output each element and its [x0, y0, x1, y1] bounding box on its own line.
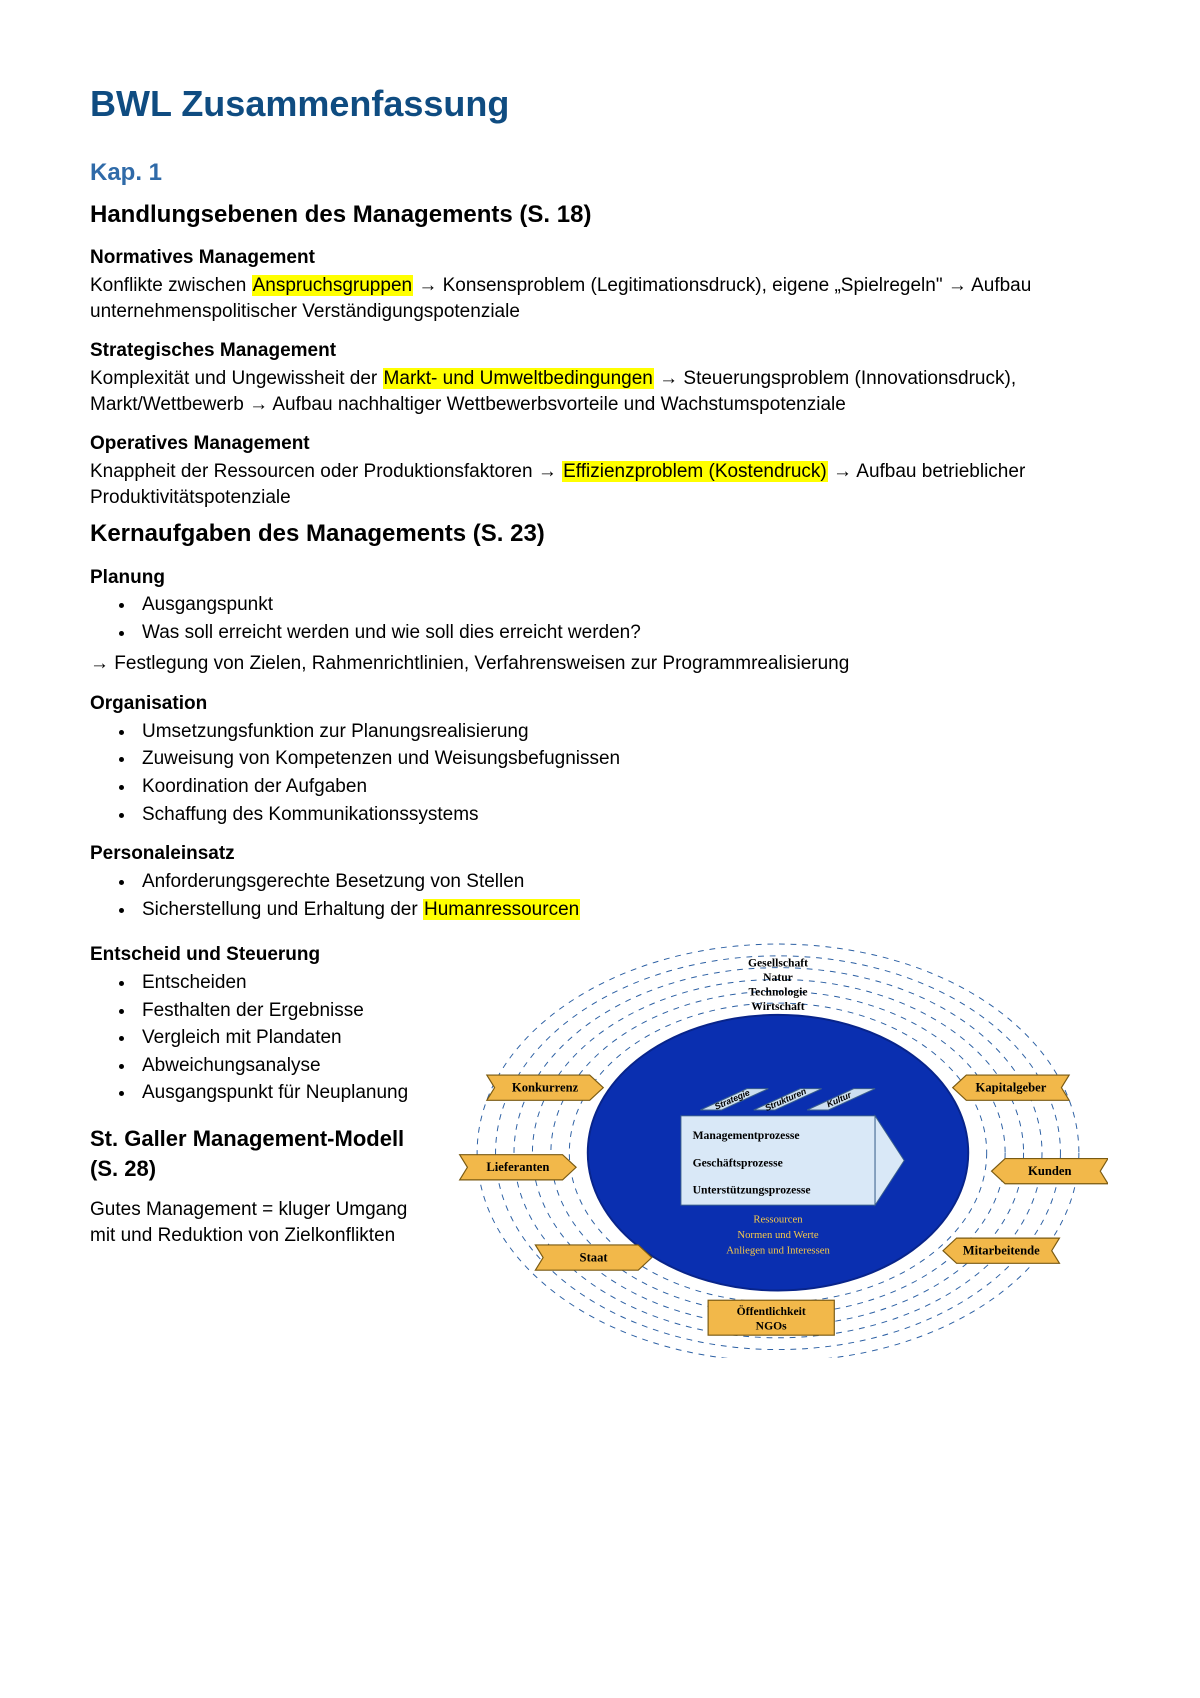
sub-organisation: Organisation — [90, 691, 1110, 717]
list-item: Abweichungsanalyse — [136, 1053, 430, 1079]
svg-text:Ressourcen: Ressourcen — [753, 1214, 803, 1226]
svg-text:Mitarbeitende: Mitarbeitende — [963, 1244, 1040, 1258]
section-kernaufgaben: Kernaufgaben des Managements (S. 23) — [90, 518, 1110, 550]
svg-text:Wirtschaft: Wirtschaft — [751, 1000, 805, 1013]
para-st-galler: Gutes Management = kluger Umgang mit und… — [90, 1197, 430, 1248]
text: Knappheit der Ressourcen oder Produktion… — [90, 461, 562, 482]
svg-text:Geschäftsprozesse: Geschäftsprozesse — [693, 1157, 783, 1170]
text: Komplexität und Ungewissheit der — [90, 368, 383, 389]
list-item: Ausgangspunkt für Neuplanung — [136, 1080, 430, 1106]
list-item: Sicherstellung und Erhaltung der Humanre… — [136, 897, 1110, 923]
section-st-galler: St. Galler Management-Modell (S. 28) — [90, 1124, 430, 1183]
text: Sicherstellung und Erhaltung der — [142, 899, 423, 920]
svg-text:Kunden: Kunden — [1028, 1164, 1071, 1178]
svg-text:Öffentlichkeit: Öffentlichkeit — [737, 1303, 806, 1318]
text: Konflikte zwischen — [90, 275, 252, 296]
list-planung: Ausgangspunkt Was soll erreicht werden u… — [90, 592, 1110, 645]
list-item: Was soll erreicht werden und wie soll di… — [136, 620, 1110, 646]
svg-text:Gesellschaft: Gesellschaft — [748, 957, 808, 970]
list-item: Zuweisung von Kompetenzen und Weisungsbe… — [136, 746, 1110, 772]
sub-entscheid: Entscheid und Steuerung — [90, 942, 430, 968]
svg-text:Unterstützungsprozesse: Unterstützungsprozesse — [693, 1184, 811, 1197]
doc-title: BWL Zusammenfassung — [90, 80, 1110, 129]
svg-text:Technologie: Technologie — [749, 986, 808, 999]
highlight-anspruchsgruppen: Anspruchsgruppen — [252, 275, 414, 296]
highlight-markt-umwelt: Markt- und Umweltbedingungen — [383, 368, 654, 389]
svg-text:Anliegen und Interessen: Anliegen und Interessen — [726, 1245, 830, 1257]
sub-normatives: Normatives Management — [90, 245, 1110, 271]
list-item: Schaffung des Kommunikationssystems — [136, 802, 1110, 828]
st-galler-diagram: GesellschaftNatur TechnologieWirtschaft St… — [448, 928, 1108, 1358]
para-normatives: Konflikte zwischen Anspruchsgruppen → Ko… — [90, 273, 1110, 324]
para-planung-after: → Festlegung von Zielen, Rahmenrichtlini… — [90, 651, 1110, 677]
svg-text:Konkurrenz: Konkurrenz — [512, 1081, 579, 1095]
svg-text:NGOs: NGOs — [756, 1320, 787, 1333]
list-item: Entscheiden — [136, 970, 430, 996]
list-item: Koordination der Aufgaben — [136, 774, 1110, 800]
svg-text:Normen und Werte: Normen und Werte — [737, 1229, 818, 1241]
sub-planung: Planung — [90, 565, 1110, 591]
chapter-heading: Kap. 1 — [90, 157, 1110, 189]
para-strategisches: Komplexität und Ungewissheit der Markt- … — [90, 366, 1110, 417]
svg-text:Natur: Natur — [763, 971, 793, 984]
list-item: Anforderungsgerechte Besetzung von Stell… — [136, 869, 1110, 895]
list-item: Vergleich mit Plandaten — [136, 1025, 430, 1051]
list-item: Umsetzungsfunktion zur Planungsrealisier… — [136, 719, 1110, 745]
sub-operatives: Operatives Management — [90, 431, 1110, 457]
list-personaleinsatz: Anforderungsgerechte Besetzung von Stell… — [90, 869, 1110, 922]
highlight-effizienzproblem: Effizienzproblem (Kostendruck) — [562, 461, 828, 482]
section-handlungsebenen: Handlungsebenen des Managements (S. 18) — [90, 199, 1110, 231]
sub-strategisches: Strategisches Management — [90, 338, 1110, 364]
svg-text:Lieferanten: Lieferanten — [486, 1160, 549, 1174]
highlight-humanressourcen: Humanressourcen — [423, 899, 580, 920]
svg-text:Staat: Staat — [580, 1251, 609, 1265]
svg-text:Managementprozesse: Managementprozesse — [693, 1129, 800, 1142]
svg-text:Kapitalgeber: Kapitalgeber — [976, 1081, 1047, 1095]
sub-personaleinsatz: Personaleinsatz — [90, 841, 1110, 867]
list-item: Ausgangspunkt — [136, 592, 1110, 618]
list-entscheid: Entscheiden Festhalten der Ergebnisse Ve… — [90, 970, 430, 1106]
para-operatives: Knappheit der Ressourcen oder Produktion… — [90, 459, 1110, 510]
list-organisation: Umsetzungsfunktion zur Planungsrealisier… — [90, 719, 1110, 828]
list-item: Festhalten der Ergebnisse — [136, 998, 430, 1024]
